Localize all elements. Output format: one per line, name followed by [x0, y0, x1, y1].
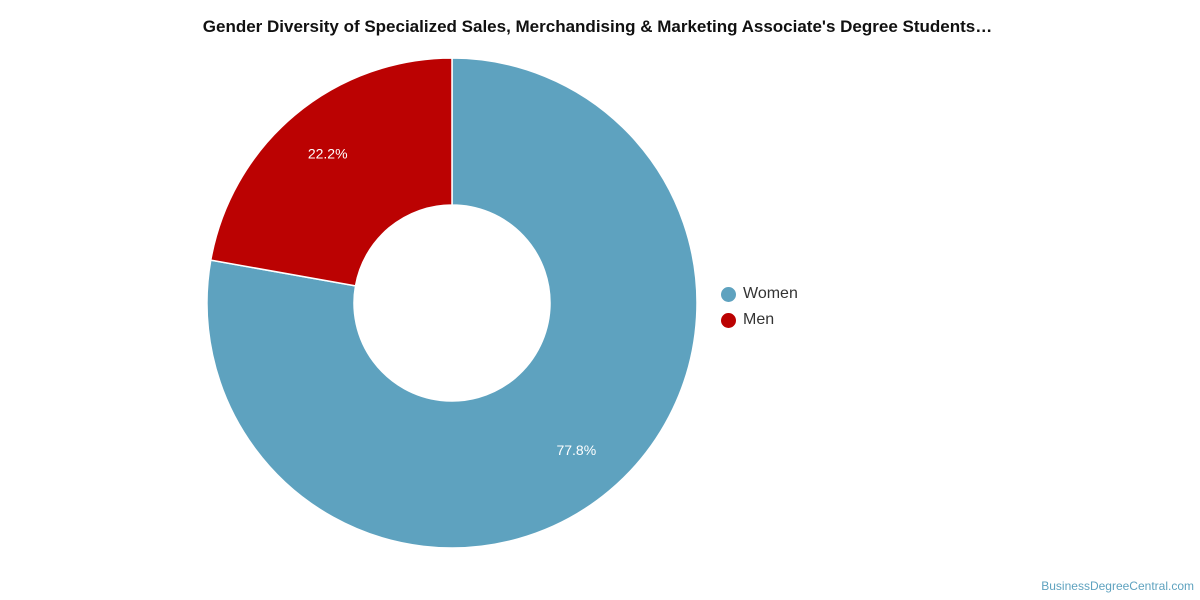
donut-slice-women[interactable]	[206, 57, 698, 549]
slice-label-women: 77.8%	[556, 442, 596, 458]
source-watermark[interactable]: BusinessDegreeCentral.com	[1041, 579, 1194, 593]
legend: Women Men	[721, 281, 798, 333]
legend-item-men[interactable]: Men	[721, 307, 798, 333]
legend-swatch-men	[721, 312, 736, 328]
legend-swatch-women	[721, 286, 736, 302]
chart-title: Gender Diversity of Specialized Sales, M…	[202, 17, 993, 36]
donut-slice-men[interactable]	[209, 57, 453, 287]
legend-label-women: Women	[743, 285, 798, 302]
legend-label-men: Men	[743, 311, 775, 328]
slice-label-men: 22.2%	[308, 145, 348, 161]
legend-item-women[interactable]: Women	[721, 281, 798, 307]
